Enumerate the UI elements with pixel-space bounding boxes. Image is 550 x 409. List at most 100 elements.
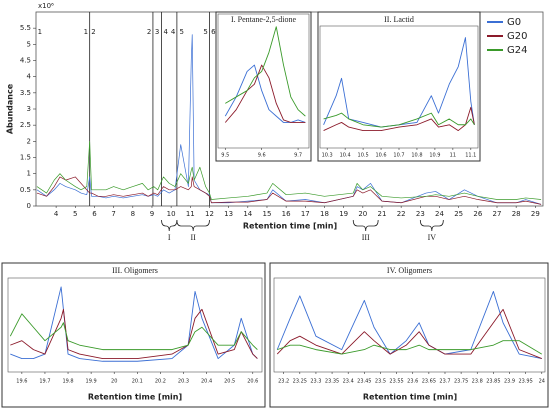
x-tick-label: 19.9 (86, 379, 97, 385)
x-tick-label: 23.75 (454, 379, 468, 385)
x-tick-label: 20.3 (178, 379, 189, 385)
series-line (36, 176, 542, 205)
x-tick-label: 16 (282, 210, 291, 218)
x-tick-label: 23.4 (343, 379, 354, 385)
x-axis-label: Retention time [min] (363, 393, 457, 402)
x-tick-label: 19.8 (62, 379, 73, 385)
bracket-label: III (362, 233, 370, 242)
x-tick-label: 12 (205, 210, 214, 218)
x-tick-label: 23.7 (439, 379, 450, 385)
series-line (276, 308, 542, 359)
x-tick-label: 6 (92, 210, 97, 218)
y-tick-label: 4.5 (20, 57, 31, 65)
region-label: 6 (211, 28, 216, 36)
series-line (36, 140, 542, 200)
panel: IV. Oligomers 23.2 23.25 23.3 23.35 23.4 23.45… (269, 262, 549, 408)
x-tick-label: 20 (111, 379, 117, 385)
x-tick-label: 4 (54, 210, 59, 218)
x-tick-label: 10.5 (358, 153, 369, 159)
x-tick-label: 23.2 (278, 379, 289, 385)
y-axis-label: Abundance (6, 83, 15, 134)
bracket (176, 219, 210, 232)
x-tick-label: 22 (397, 210, 406, 218)
x-tick-label: 27 (493, 210, 502, 218)
region-label: 1 (38, 28, 42, 36)
panel: II. Lactid 10.3 10.4 10.5 10.6 10.7 10.8 10.9 11… (317, 11, 481, 162)
panel: 00.511.522.533.544.555.54 5 6 7 8 9 10 11 12 13 14… (6, 2, 544, 242)
legend-label: G0 (507, 17, 521, 28)
region-label: 4 (171, 28, 176, 36)
series-line (276, 290, 542, 360)
series-line (9, 313, 258, 351)
x-tick-label: 10.7 (393, 153, 404, 159)
panel-title: I. Pentane-2,5-dione (231, 15, 297, 24)
x-tick-label: 10.8 (411, 153, 422, 159)
x-tick-label: 20.4 (201, 379, 212, 385)
bracket (419, 219, 444, 232)
x-tick-label: 24 (435, 210, 444, 218)
panel-title: II. Lactid (384, 15, 414, 24)
plot-frame (273, 277, 546, 373)
x-tick-label: 28 (512, 210, 521, 218)
x-tick-label: 18 (320, 210, 329, 218)
y-tick-label: 0 (27, 202, 31, 210)
x-tick-label: 11 (450, 153, 456, 159)
bracket-label: II (191, 233, 197, 242)
x-tick-label: 9 (150, 210, 154, 218)
x-tick-label: 23.8 (472, 379, 483, 385)
region-label: 2 (91, 28, 95, 36)
panel-frame (1, 262, 266, 408)
series-line (224, 64, 306, 123)
x-tick-label: 25 (454, 210, 463, 218)
x-tick-label: 17 (301, 210, 310, 218)
x-tick-label: 19 (339, 210, 348, 218)
x-tick-label: 23.65 (422, 379, 436, 385)
x-tick-label: 20.5 (224, 379, 235, 385)
x-tick-label: 23.45 (357, 379, 371, 385)
region-label: 5 (179, 28, 183, 36)
y-tick-label: 0.5 (20, 186, 31, 194)
region-label: 1 (84, 28, 88, 36)
legend-label: G24 (507, 45, 527, 56)
x-tick-label: 20.6 (247, 379, 258, 385)
x-tick-label: 11 (186, 210, 195, 218)
panel: I. Pentane-2,5-dione 9.5 9.6 9.7 (215, 11, 312, 162)
series-line (323, 37, 475, 128)
x-tick-label: 10.6 (375, 153, 386, 159)
series-line (323, 106, 475, 132)
x-tick-label: 24 (539, 379, 545, 385)
x-tick-label: 15 (263, 210, 272, 218)
series-line (224, 64, 306, 123)
x-tick-label: 20 (358, 210, 367, 218)
x-tick-label: 23.85 (486, 379, 500, 385)
x-tick-label: 8 (131, 210, 135, 218)
y-tick-label: 2 (27, 137, 31, 145)
panel-frame (269, 262, 549, 408)
x-tick-label: 23.35 (325, 379, 339, 385)
x-tick-label: 20.2 (155, 379, 166, 385)
panel-title: III. Oligomers (112, 266, 158, 275)
region-label: 4 (164, 28, 169, 36)
y-tick-label: 5.5 (20, 24, 31, 32)
x-axis-label: Retention time [min] (88, 393, 182, 402)
x-tick-label: 20.1 (132, 379, 143, 385)
plot-frame (7, 277, 263, 373)
x-tick-label: 10.4 (340, 153, 351, 159)
x-tick-label: 19.6 (16, 379, 27, 385)
y-tick-label: 1 (27, 170, 31, 178)
x-tick-label: 10.3 (322, 153, 333, 159)
bracket-label: I (168, 233, 171, 242)
x-tick-label: 26 (473, 210, 482, 218)
plot-frame (217, 13, 310, 149)
bracket (352, 219, 379, 232)
y-tick-label: 5 (27, 40, 31, 48)
legend-label: G20 (507, 31, 527, 42)
y-tick-label: 1.5 (20, 154, 31, 162)
series-line (277, 340, 543, 355)
y-tick-label: 3.5 (20, 89, 31, 97)
panel-frame (317, 11, 481, 162)
x-tick-label: 23.6 (407, 379, 418, 385)
y-tick-label: 4 (27, 73, 32, 81)
series-line (225, 26, 306, 117)
